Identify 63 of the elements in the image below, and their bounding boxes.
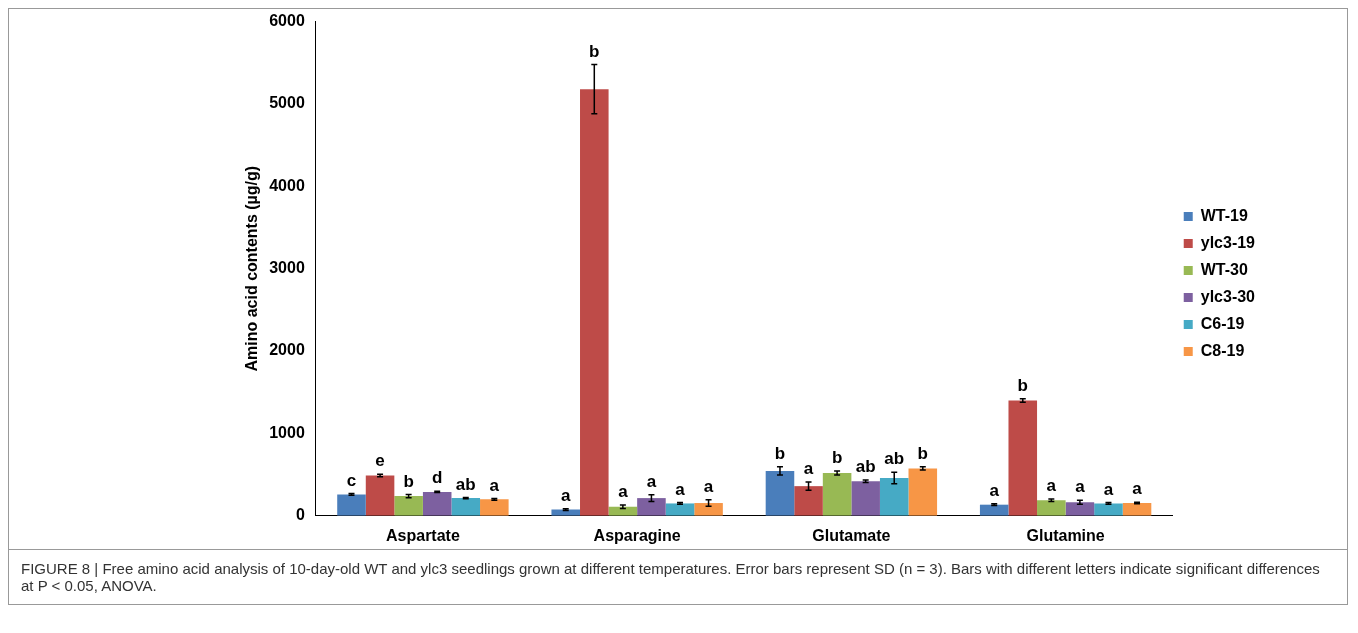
- y-tick-label: 3000: [269, 259, 305, 277]
- bar: [765, 470, 795, 516]
- bar: [480, 499, 509, 516]
- legend-label: ylc3-30: [1200, 287, 1256, 305]
- bar: [1094, 503, 1123, 516]
- bar: [1008, 400, 1038, 516]
- data-label: a: [1103, 479, 1114, 499]
- x-tick-label: Glutamate: [812, 526, 891, 544]
- data-label: b: [589, 41, 600, 61]
- bar: [394, 496, 423, 516]
- data-label: a: [1132, 479, 1143, 499]
- bar: [337, 494, 366, 516]
- bar: [794, 486, 823, 516]
- legend-label: WT-30: [1200, 260, 1248, 278]
- bar: [851, 481, 880, 516]
- bar: [822, 472, 852, 516]
- bar: [422, 491, 452, 516]
- data-label: ab: [884, 449, 905, 469]
- y-tick-label: 0: [295, 506, 305, 524]
- x-tick-label: Glutamine: [1026, 526, 1105, 544]
- bar: [580, 89, 609, 516]
- legend-label: C8-19: [1200, 341, 1245, 359]
- legend-label: C6-19: [1200, 314, 1245, 332]
- data-label: b: [1017, 376, 1028, 396]
- bar: [451, 498, 481, 516]
- bar: [637, 498, 666, 516]
- data-label: b: [917, 443, 928, 463]
- y-tick-label: 2000: [269, 341, 305, 359]
- legend-label: WT-19: [1200, 206, 1248, 224]
- bar: [1037, 500, 1066, 516]
- data-label: a: [1046, 476, 1057, 496]
- data-label: ab: [455, 474, 476, 494]
- y-tick-label: 6000: [269, 12, 305, 30]
- x-tick-label: Asparagine: [593, 526, 681, 544]
- data-label: b: [403, 471, 414, 491]
- data-label: a: [1075, 477, 1086, 497]
- bar: [879, 477, 909, 516]
- data-label: b: [774, 443, 786, 463]
- data-label: a: [703, 476, 714, 496]
- data-label: b: [831, 448, 843, 468]
- data-label: a: [803, 459, 814, 479]
- y-tick-label: 1000: [269, 423, 305, 441]
- bar: [365, 475, 395, 516]
- legend-label: ylc3-19: [1200, 233, 1256, 251]
- bar: [1065, 502, 1095, 516]
- data-label: e: [375, 451, 385, 471]
- y-axis-title: Amino acid contents (µg/g): [243, 165, 261, 372]
- data-label: a: [489, 475, 500, 495]
- data-label: a: [618, 482, 629, 502]
- data-label: a: [989, 481, 1000, 501]
- data-label: a: [561, 485, 571, 505]
- x-tick-label: Aspartate: [386, 526, 460, 544]
- bar: [908, 468, 938, 516]
- y-tick-label: 4000: [269, 176, 305, 194]
- data-label: a: [646, 471, 657, 491]
- caption: FIGURE 8 | Free amino acid analysis of 10-day-old WT and ylc3 seedlings grown at different temperatures. Error bars represent SD (n = 3). Bars with different letters indicate significant differences at P < 0.05, ANOVA.: [9, 549, 1347, 604]
- y-tick-label: 5000: [269, 94, 305, 112]
- data-label: d: [432, 468, 443, 488]
- bar: [694, 503, 723, 516]
- data-label: c: [346, 470, 357, 490]
- data-label: ab: [855, 457, 876, 477]
- bar: [665, 503, 695, 516]
- data-label: a: [675, 479, 686, 499]
